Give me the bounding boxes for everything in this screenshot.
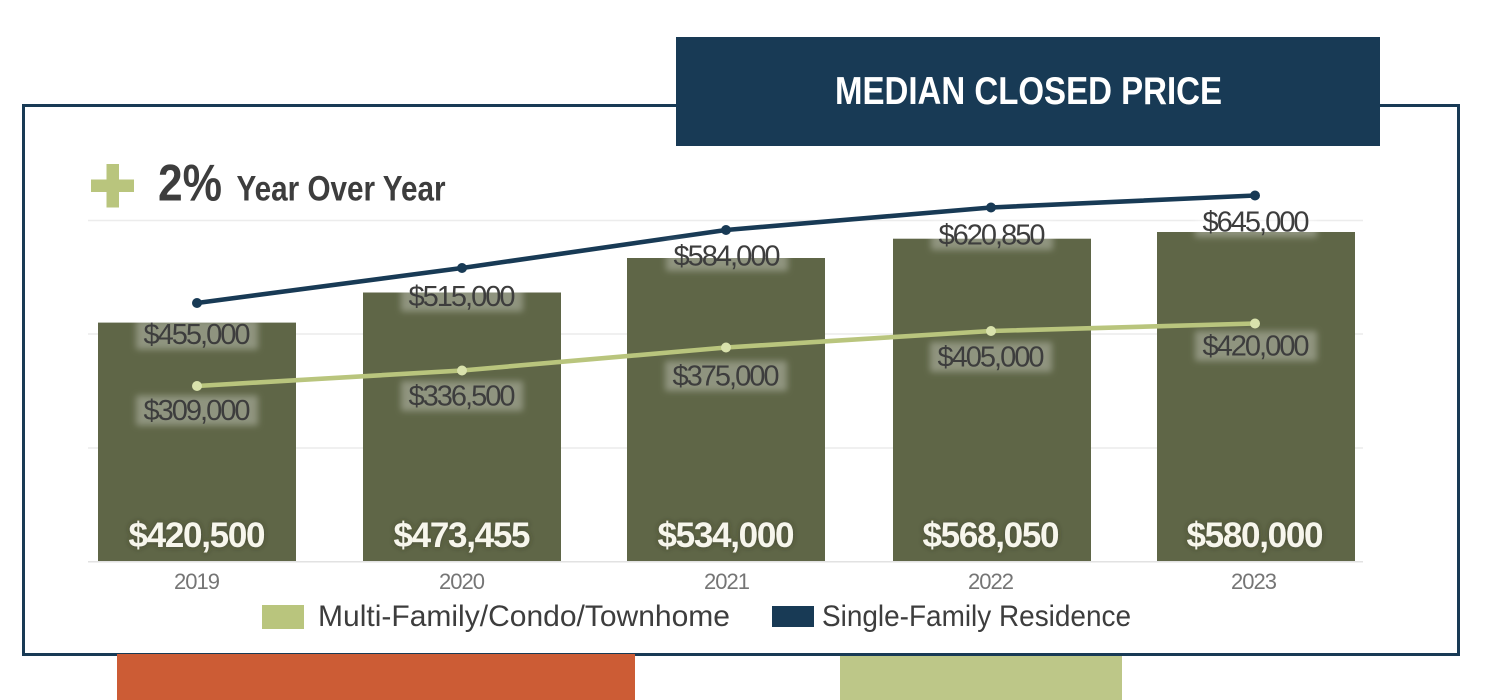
svg-text:2019: 2019: [174, 569, 220, 594]
svg-text:2%: 2%: [158, 155, 222, 213]
svg-text:$336,500: $336,500: [409, 381, 516, 413]
svg-text:MEDIAN CLOSED PRICE: MEDIAN CLOSED PRICE: [835, 70, 1222, 113]
svg-text:$473,455: $473,455: [394, 516, 531, 555]
svg-text:Multi-Family/Condo/Townhome: Multi-Family/Condo/Townhome: [318, 600, 730, 633]
svg-text:2023: 2023: [1231, 569, 1277, 594]
svg-text:$405,000: $405,000: [938, 342, 1045, 374]
svg-text:$455,000: $455,000: [144, 319, 251, 351]
svg-text:$375,000: $375,000: [673, 361, 780, 393]
svg-text:$515,000: $515,000: [409, 281, 516, 313]
svg-text:$420,000: $420,000: [1203, 331, 1310, 363]
svg-text:$420,500: $420,500: [129, 516, 266, 555]
svg-text:$580,000: $580,000: [1187, 516, 1324, 555]
svg-text:$620,850: $620,850: [939, 220, 1046, 252]
svg-text:Single-Family Residence: Single-Family Residence: [822, 600, 1131, 633]
svg-text:$568,050: $568,050: [923, 516, 1060, 555]
svg-text:$645,000: $645,000: [1203, 207, 1310, 239]
svg-text:2020: 2020: [439, 569, 485, 594]
svg-text:$534,000: $534,000: [658, 516, 795, 555]
svg-text:$309,000: $309,000: [144, 395, 251, 427]
svg-text:Year Over Year: Year Over Year: [237, 169, 446, 209]
svg-text:2022: 2022: [968, 569, 1014, 594]
svg-text:$584,000: $584,000: [674, 241, 781, 273]
svg-text:2021: 2021: [704, 569, 750, 594]
